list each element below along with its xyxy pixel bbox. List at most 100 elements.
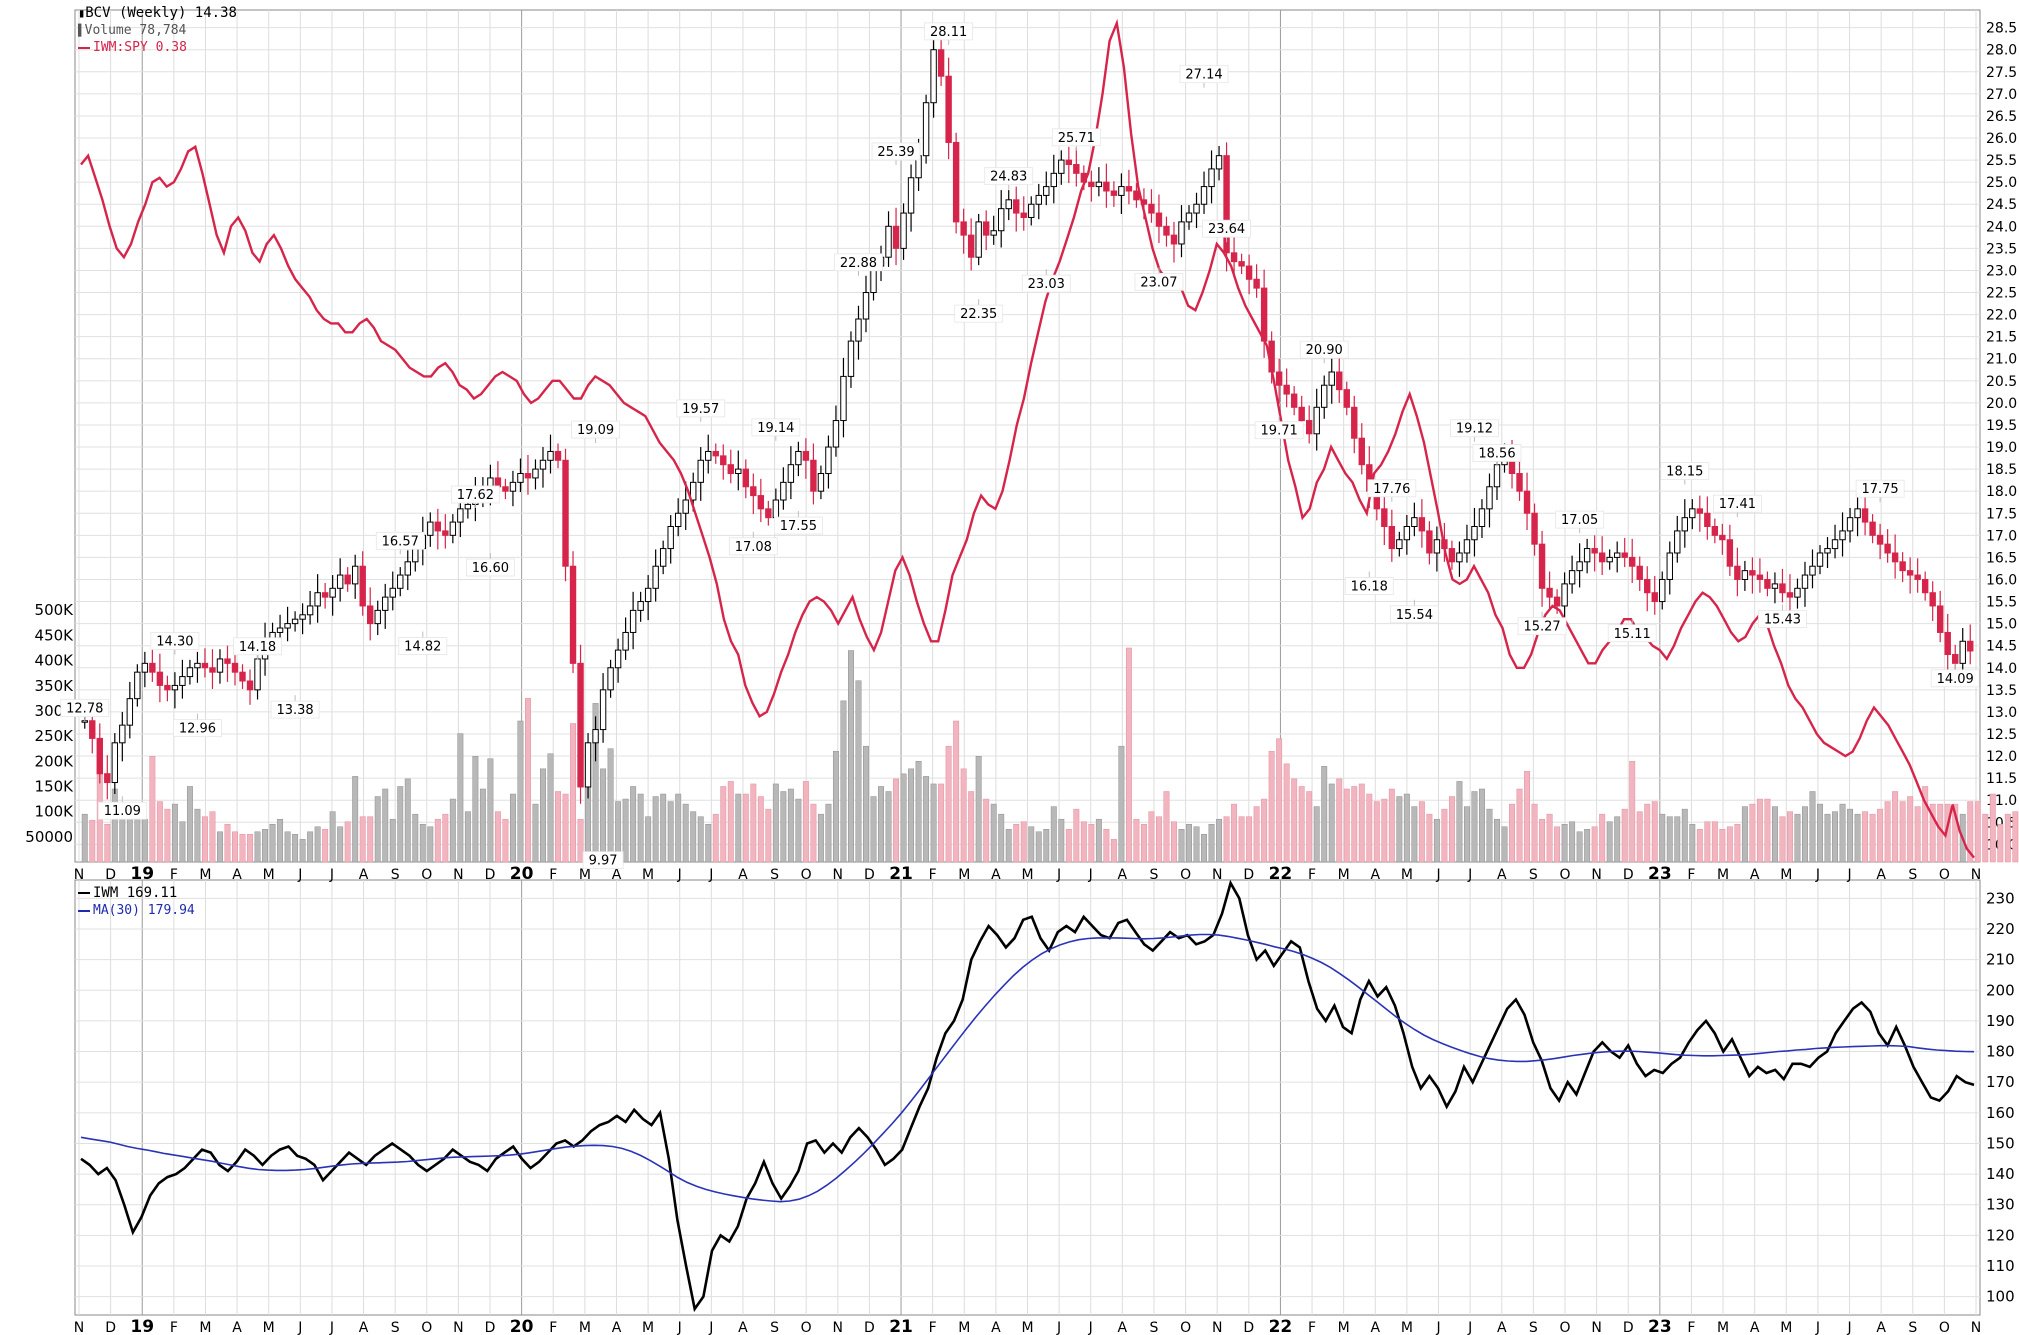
candle-body (1351, 406, 1358, 439)
annotation-box (773, 516, 823, 535)
price-y-tick-label: 12.5 (1986, 727, 2017, 743)
candle-body (1088, 181, 1095, 188)
volume-bar (765, 808, 772, 863)
annotation-box (834, 253, 883, 272)
candle-body (1058, 159, 1065, 174)
volume-bar (878, 786, 884, 863)
price-y-tick-label: 21.0 (1986, 352, 2017, 368)
candle-body (389, 587, 396, 598)
price-annotation: 17.41 (1712, 494, 1762, 518)
volume-bar (1479, 788, 1485, 863)
volume-bar (915, 761, 922, 863)
price-annotation: 17.62 (450, 485, 500, 508)
volume-bar (404, 778, 411, 863)
volume-bar (1741, 806, 1748, 863)
price-annotation: 19.09 (571, 420, 620, 444)
x-tick-label: J (1815, 867, 1820, 883)
x-tick-label: M (1717, 1320, 1729, 1335)
annotation-label: 24.83 (990, 170, 1027, 185)
volume-bar (1869, 813, 1876, 863)
x-tick-label: A (359, 1320, 369, 1335)
x-tick-label: D (105, 1320, 116, 1335)
candle-body (967, 234, 975, 258)
candle-body (224, 658, 231, 664)
annotation-label: 15.43 (1764, 613, 1801, 628)
annotation-box (676, 399, 726, 418)
annotation-label: 17.55 (780, 519, 817, 534)
volume-bar (1403, 793, 1410, 863)
candlestick-icon: ▮ (78, 6, 86, 20)
volume-bar (1306, 791, 1313, 863)
volume-bar (697, 816, 704, 863)
x-tick-label: J (1846, 1320, 1851, 1335)
volume-bar (1636, 811, 1643, 863)
candle-body (397, 574, 404, 589)
x-tick-label: J (297, 867, 302, 883)
candle-body (1914, 574, 1921, 580)
candle-body (547, 450, 554, 461)
candle-body (1726, 539, 1734, 567)
volume-bar (1771, 806, 1778, 863)
volume-bar (652, 796, 659, 863)
annotation-box (450, 485, 500, 504)
volume-bar (2012, 811, 2019, 863)
x-tick-label: N (833, 1320, 843, 1335)
volume-bar (1704, 821, 1711, 863)
x-tick-label: A (738, 867, 748, 883)
annotation-box (1855, 479, 1905, 498)
volume-bar (1847, 808, 1854, 863)
candle-body (1095, 181, 1103, 188)
volume-bar (1599, 813, 1606, 863)
candle-body (1689, 508, 1696, 519)
price-annotation: 22.35 (954, 299, 1004, 323)
price-y-tick-label: 28.0 (1986, 43, 2017, 59)
volume-bar (1351, 786, 1358, 863)
volume-y-tick-label: 100K (35, 803, 75, 821)
annotation-box (582, 851, 624, 870)
volume-bar (1133, 818, 1140, 863)
volume-bar (89, 819, 96, 863)
price-y-tick-label: 24.0 (1986, 219, 2017, 235)
candle-body (1711, 525, 1719, 536)
volume-bar (840, 700, 847, 863)
candle-body (1275, 371, 1283, 386)
candle-body (156, 671, 164, 686)
volume-bar (1584, 829, 1591, 863)
annotation-label: 19.71 (1261, 424, 1298, 439)
candle-body (1944, 631, 1951, 656)
volume-bar (232, 831, 238, 863)
volume-bar (1629, 761, 1636, 863)
annotation-label: 22.88 (840, 256, 877, 271)
candle-body (1613, 552, 1621, 558)
annotation-label: 23.07 (1140, 275, 1177, 290)
annotation-box (728, 537, 778, 556)
candle-body (254, 658, 261, 691)
annotation-label: 15.27 (1523, 620, 1560, 635)
annotation-box (871, 142, 921, 161)
price-annotation: 17.08 (728, 531, 778, 556)
volume-bar (1253, 806, 1260, 863)
volume-bar (479, 788, 486, 863)
x-tick-label: A (612, 1320, 622, 1335)
candle-body (1884, 543, 1891, 554)
candle-body (1448, 548, 1456, 563)
candle-body (1163, 225, 1170, 236)
x-tick-label: M (1401, 867, 1413, 883)
volume-bar (690, 811, 697, 863)
volume-y-tick-label: 200K (35, 752, 75, 770)
x-tick-label: O (1180, 867, 1191, 883)
x-tick-label: D (485, 1320, 496, 1335)
candle-body (524, 473, 532, 479)
volume-bar (1524, 771, 1530, 863)
volume-bar (1276, 738, 1283, 863)
candle-body (810, 459, 817, 492)
candle-body (1651, 592, 1658, 603)
ma-line-swatch (78, 909, 90, 912)
annotation-label: 11.09 (104, 804, 141, 819)
volume-bar (983, 798, 990, 863)
candle-body (1298, 406, 1305, 422)
volume-bar (1862, 811, 1869, 863)
annotation-label: 16.18 (1351, 580, 1388, 595)
x-tick-label: D (485, 867, 496, 883)
candle-body (975, 221, 982, 258)
